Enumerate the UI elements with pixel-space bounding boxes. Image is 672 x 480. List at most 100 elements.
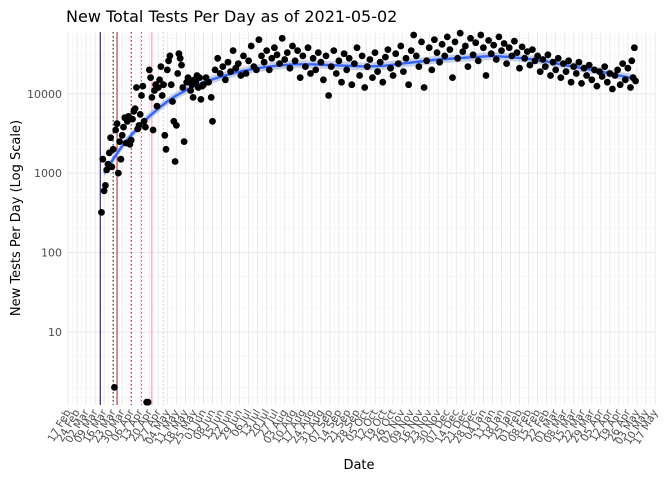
data-point bbox=[332, 70, 340, 77]
data-point bbox=[469, 51, 477, 59]
data-point bbox=[162, 145, 170, 153]
data-point bbox=[222, 76, 229, 84]
data-point bbox=[614, 66, 621, 74]
data-point bbox=[477, 31, 485, 39]
data-point bbox=[187, 87, 195, 94]
data-point bbox=[358, 52, 366, 60]
y-tick-label: 10000 bbox=[27, 88, 62, 101]
data-point bbox=[260, 58, 268, 66]
data-point bbox=[593, 82, 601, 90]
data-point bbox=[330, 47, 338, 54]
data-point bbox=[606, 70, 614, 77]
data-point bbox=[598, 73, 606, 80]
data-point bbox=[356, 72, 363, 79]
chart-title: New Total Tests Per Day as of 2021-05-02 bbox=[66, 7, 397, 26]
data-point bbox=[379, 78, 387, 86]
data-point bbox=[449, 74, 456, 81]
data-point bbox=[541, 63, 549, 70]
data-point bbox=[549, 58, 557, 66]
data-point bbox=[247, 42, 255, 50]
data-point bbox=[240, 52, 247, 60]
data-point bbox=[420, 84, 428, 91]
data-point bbox=[560, 60, 567, 67]
data-point bbox=[307, 70, 314, 77]
data-point bbox=[135, 122, 143, 129]
data-point bbox=[108, 163, 116, 171]
data-point bbox=[171, 158, 179, 165]
y-tick-label: 100 bbox=[41, 247, 62, 260]
data-point bbox=[103, 166, 111, 174]
data-point bbox=[317, 58, 325, 66]
data-point bbox=[407, 47, 415, 54]
data-point bbox=[628, 57, 636, 65]
data-point bbox=[513, 49, 521, 56]
data-point bbox=[296, 74, 304, 81]
data-point bbox=[322, 52, 330, 60]
data-point bbox=[394, 60, 402, 67]
data-point bbox=[147, 74, 155, 81]
data-point bbox=[154, 84, 162, 91]
data-point bbox=[113, 120, 121, 128]
data-point bbox=[567, 78, 575, 86]
data-point bbox=[480, 44, 487, 52]
data-point bbox=[382, 53, 389, 61]
data-point bbox=[224, 58, 232, 66]
data-point bbox=[112, 126, 120, 134]
data-point bbox=[173, 122, 180, 129]
data-point bbox=[387, 64, 394, 72]
data-point bbox=[454, 54, 461, 62]
data-point bbox=[179, 84, 187, 91]
data-point bbox=[176, 54, 184, 62]
y-axis-title: New Tests Per Day (Log Scale) bbox=[9, 120, 24, 316]
data-point bbox=[500, 40, 508, 47]
data-point bbox=[572, 70, 580, 77]
data-point bbox=[211, 66, 219, 74]
data-point bbox=[345, 54, 353, 62]
data-point bbox=[609, 85, 616, 93]
data-point bbox=[227, 68, 235, 75]
data-point bbox=[505, 44, 513, 52]
data-point bbox=[446, 46, 454, 53]
data-point bbox=[472, 39, 480, 47]
data-point bbox=[335, 57, 343, 65]
data-point bbox=[111, 384, 118, 391]
data-point bbox=[583, 72, 590, 79]
data-point bbox=[433, 49, 441, 56]
data-point bbox=[163, 66, 171, 74]
data-point bbox=[369, 74, 376, 81]
y-axis-ticks: 10 100 1000 10000 bbox=[27, 88, 62, 339]
data-point bbox=[371, 49, 379, 56]
data-point bbox=[376, 58, 384, 66]
data-point bbox=[98, 209, 105, 216]
data-point bbox=[214, 54, 222, 62]
data-point bbox=[237, 72, 245, 79]
data-point bbox=[348, 81, 356, 89]
data-point bbox=[281, 56, 289, 63]
data-point bbox=[253, 66, 260, 74]
data-point bbox=[139, 82, 147, 90]
data-point bbox=[552, 66, 560, 74]
data-point bbox=[299, 52, 307, 60]
data-point bbox=[291, 57, 299, 65]
data-point bbox=[283, 49, 291, 56]
data-point bbox=[107, 134, 114, 142]
data-point bbox=[136, 111, 144, 118]
data-point bbox=[304, 44, 312, 52]
data-point bbox=[516, 64, 523, 72]
data-point bbox=[410, 31, 418, 39]
data-point bbox=[343, 66, 351, 74]
data-point bbox=[392, 50, 400, 58]
data-point bbox=[400, 68, 407, 75]
data-point bbox=[518, 43, 526, 51]
data-point bbox=[149, 126, 157, 134]
data-point bbox=[129, 115, 136, 123]
data-point bbox=[361, 84, 369, 91]
data-point bbox=[565, 57, 572, 65]
data-point bbox=[539, 56, 547, 63]
data-points bbox=[98, 29, 639, 406]
data-point bbox=[498, 47, 505, 54]
data-point bbox=[428, 66, 436, 74]
data-point bbox=[521, 54, 529, 62]
data-point bbox=[276, 60, 283, 67]
data-point bbox=[286, 64, 294, 72]
